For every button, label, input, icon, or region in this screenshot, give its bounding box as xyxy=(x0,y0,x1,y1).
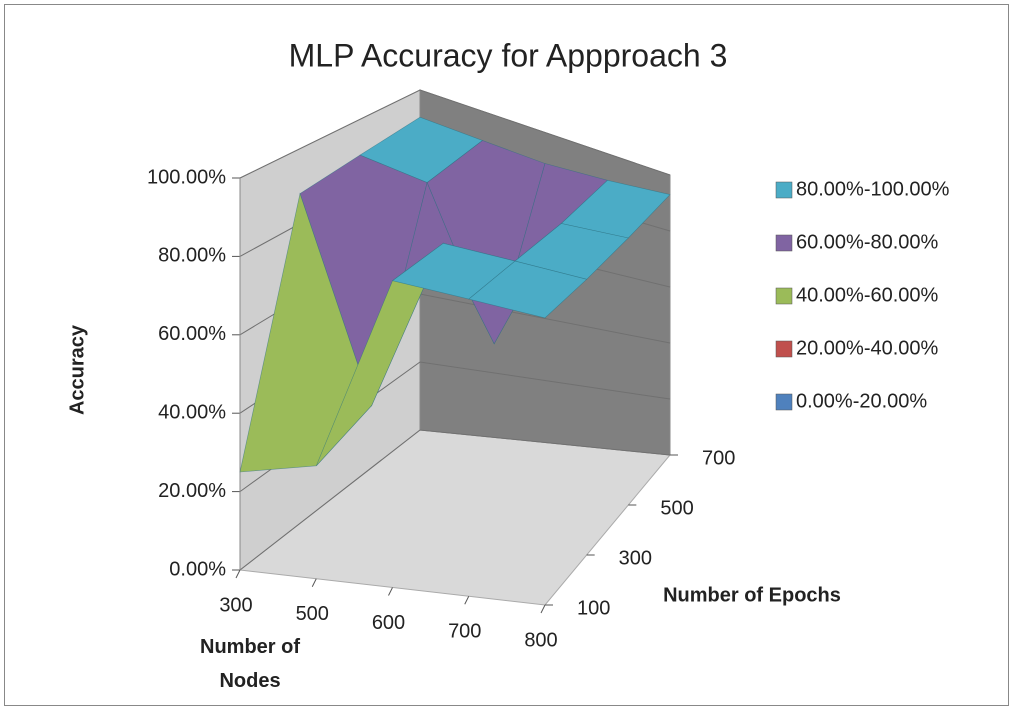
z-tick-label: 0.00% xyxy=(169,558,226,580)
z-tick-label: 20.00% xyxy=(158,480,226,502)
x-axis-title: Number of Nodes xyxy=(200,636,300,692)
legend-swatch xyxy=(775,181,793,199)
legend-swatch xyxy=(775,340,793,358)
x-tick-label: 500 xyxy=(296,603,329,625)
y-axis-title: Number of Epochs xyxy=(663,584,841,606)
x-tick xyxy=(235,569,241,579)
legend-label: 60.00%-80.00% xyxy=(796,231,939,253)
x-tick xyxy=(311,578,317,587)
legend-label: 80.00%-100.00% xyxy=(796,178,950,200)
z-tick-label: 60.00% xyxy=(158,323,226,345)
legend-label: 20.00%-40.00% xyxy=(796,337,939,359)
x-tick xyxy=(540,604,546,614)
legend-swatch xyxy=(775,393,793,411)
chart-title: MLP Accuracy for Appproach 3 xyxy=(289,37,728,73)
y-tick-label: 500 xyxy=(660,497,693,519)
grid-line xyxy=(239,429,671,571)
x-tick-label: 300 xyxy=(219,594,252,616)
z-tick-label: 80.00% xyxy=(158,245,226,267)
z-axis-title: Accuracy xyxy=(66,324,88,415)
surface-cell xyxy=(468,260,588,319)
x-tick-label: 800 xyxy=(524,629,557,651)
y-tick-label: 300 xyxy=(619,547,652,569)
grid-line xyxy=(239,89,671,179)
legend-label: 0.00%-20.00% xyxy=(796,390,927,412)
legend-swatch xyxy=(775,234,793,252)
y-tick-label: 100 xyxy=(577,597,610,619)
y-tick-label: 700 xyxy=(702,447,735,469)
z-tick-label: 40.00% xyxy=(158,401,226,423)
x-tick-label: 600 xyxy=(372,612,405,634)
chart-frame xyxy=(4,4,1009,706)
z-tick-label: 100.00% xyxy=(147,166,226,188)
x-tick xyxy=(464,596,470,605)
legend-label: 40.00%-60.00% xyxy=(796,284,939,306)
x-tick xyxy=(388,587,393,596)
legend-swatch xyxy=(775,287,793,305)
x-tick-label: 700 xyxy=(448,621,481,643)
